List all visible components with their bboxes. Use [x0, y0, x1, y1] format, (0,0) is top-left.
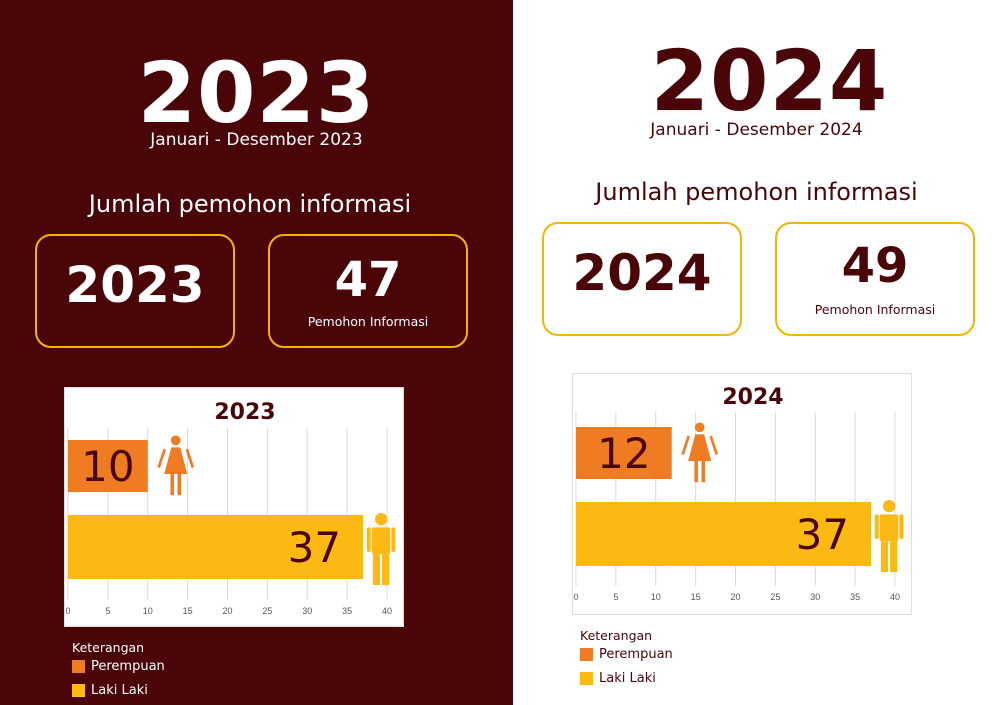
- bar-perempuan: [576, 427, 672, 479]
- x-tick-label: 30: [302, 606, 312, 616]
- female-leg: [701, 460, 706, 483]
- x-tick-label: 5: [613, 592, 618, 602]
- legend-female-swatch: [72, 660, 85, 673]
- bar-perempuan: [68, 440, 148, 492]
- female-dress: [164, 447, 188, 474]
- male-torso: [371, 527, 391, 555]
- count-caption: Pemohon Informasi: [307, 314, 429, 329]
- legend-female-swatch: [580, 648, 593, 661]
- count-caption: Pemohon Informasi: [814, 302, 936, 317]
- x-tick-label: 0: [65, 606, 70, 616]
- legend-female: Perempuan: [580, 647, 673, 662]
- legend-female-label: Perempuan: [599, 647, 673, 662]
- x-tick-label: 10: [143, 606, 153, 616]
- male-arm: [366, 527, 371, 553]
- x-tick-label: 40: [890, 592, 900, 602]
- x-tick-label: 10: [651, 592, 661, 602]
- bar-laki-laki: [68, 515, 364, 579]
- x-tick-label: 20: [222, 606, 232, 616]
- year-title: 2024: [650, 32, 889, 130]
- chart-2024-svg: 0 5 10 15 20 25 30 35 40 2024 12 37: [573, 385, 904, 602]
- chart-2023-svg: 0 5 10 15 20 25 30 35 40 2023 10 37: [65, 400, 396, 616]
- x-tick-label: 40: [382, 606, 392, 616]
- male-torso: [879, 514, 899, 542]
- x-tick-label: 25: [262, 606, 272, 616]
- male-leg: [890, 541, 898, 572]
- legend-male-label: Laki Laki: [599, 671, 656, 686]
- male-arm: [874, 514, 879, 540]
- x-tick-label: 5: [105, 606, 110, 616]
- panel-2023: 2023 Januari - Desember 2023 Jumlah pemo…: [0, 0, 513, 705]
- legend-male-swatch: [580, 672, 593, 685]
- chart-2023: 0 5 10 15 20 25 30 35 40 2023 10 37: [64, 387, 404, 627]
- female-head: [694, 422, 705, 433]
- year-title: 2023: [137, 44, 376, 142]
- female-arm: [157, 448, 166, 468]
- period-label: Januari - Desember 2023: [150, 130, 363, 150]
- male-arm: [391, 527, 396, 553]
- x-tick-label: 30: [810, 592, 820, 602]
- section-heading: Jumlah pemohon informasi: [88, 190, 412, 218]
- x-tick-label: 0: [573, 592, 578, 602]
- female-person-icon: [157, 435, 195, 496]
- legend-title: Keterangan: [580, 628, 653, 643]
- x-tick-label: 15: [183, 606, 193, 616]
- male-head: [374, 513, 388, 526]
- count-value: 47: [334, 252, 402, 308]
- data-label: 37: [288, 523, 341, 572]
- legend-female-label: Perempuan: [91, 659, 165, 674]
- count-value: 49: [841, 238, 909, 294]
- male-leg: [382, 554, 390, 585]
- male-head: [882, 500, 896, 513]
- section-heading: Jumlah pemohon informasi: [595, 178, 918, 206]
- x-tick-label: 20: [730, 592, 740, 602]
- x-tick-label: 35: [850, 592, 860, 602]
- x-tick-label: 15: [691, 592, 701, 602]
- female-leg: [177, 473, 182, 496]
- x-tick-label: 25: [770, 592, 780, 602]
- data-label: 12: [597, 429, 650, 478]
- legend-male: Laki Laki: [580, 671, 656, 686]
- legend-title: Keterangan: [72, 640, 145, 655]
- bar-laki-laki: [576, 502, 872, 566]
- year-box-value: 2023: [65, 256, 205, 314]
- count-box: 49 Pemohon Informasi: [775, 222, 975, 336]
- female-arm: [681, 435, 690, 455]
- panel-2024: 2024 Januari - Desember 2024 Jumlah pemo…: [513, 0, 1000, 705]
- year-box-value: 2024: [572, 244, 712, 302]
- male-leg: [372, 554, 381, 585]
- chart-title: 2023: [214, 400, 275, 425]
- year-box: 2023: [35, 234, 235, 348]
- female-person-icon: [681, 422, 719, 483]
- legend-male: Laki Laki: [72, 683, 148, 698]
- legend-male-swatch: [72, 684, 85, 697]
- female-leg: [170, 473, 174, 496]
- data-label: 10: [81, 442, 134, 491]
- female-leg: [694, 460, 698, 483]
- female-head: [170, 435, 181, 446]
- period-label: Januari - Desember 2024: [650, 120, 863, 140]
- legend-male-label: Laki Laki: [91, 683, 148, 698]
- male-person-icon: [874, 500, 904, 572]
- count-box: 47 Pemohon Informasi: [268, 234, 468, 348]
- male-leg: [880, 541, 889, 572]
- chart-title: 2024: [722, 385, 783, 410]
- male-arm: [899, 514, 904, 540]
- female-dress: [688, 434, 712, 461]
- female-arm: [709, 435, 719, 455]
- male-person-icon: [366, 513, 396, 585]
- year-box: 2024: [542, 222, 742, 336]
- female-arm: [185, 448, 195, 468]
- data-label: 37: [796, 510, 849, 559]
- legend-female: Perempuan: [72, 659, 165, 674]
- x-tick-label: 35: [342, 606, 352, 616]
- chart-2024: 0 5 10 15 20 25 30 35 40 2024 12 37: [572, 373, 912, 615]
